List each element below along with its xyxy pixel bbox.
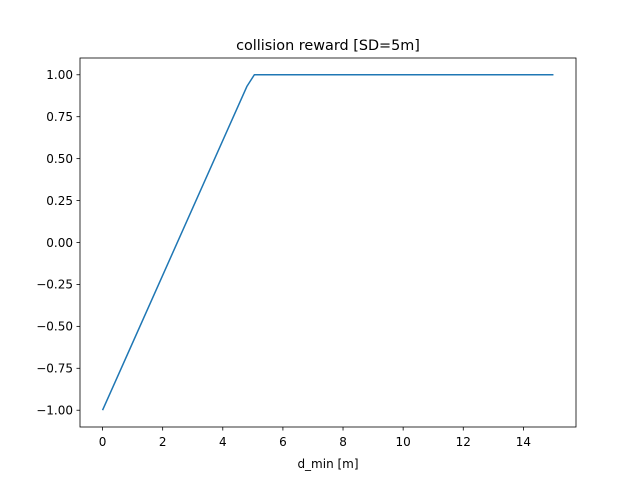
y-axis: −1.00 −0.75 −0.50 −0.25 0.00 0.25 0.50 0.75 1.00 (36, 68, 80, 418)
y-tick-label: −1.00 (36, 404, 73, 418)
y-tick-label: 0.50 (46, 152, 73, 166)
x-tick-label: 6 (279, 435, 287, 449)
x-tick-label: 2 (159, 435, 167, 449)
y-tick-label: 0.75 (46, 110, 73, 124)
x-axis: 0 2 4 6 8 10 12 14 (99, 427, 531, 449)
x-tick-label: 10 (396, 435, 411, 449)
y-tick-label: 0.00 (46, 236, 73, 250)
x-axis-label: d_min [m] (297, 457, 358, 471)
y-tick-label: −0.50 (36, 320, 73, 334)
chart-title: collision reward [SD=5m] (236, 38, 420, 54)
x-tick-label: 12 (456, 435, 471, 449)
series-line-0 (101, 74, 554, 411)
x-tick-label: 0 (99, 435, 107, 449)
axes-frame (79, 57, 577, 428)
x-tick-label: 8 (339, 435, 347, 449)
x-tick-label: 4 (219, 435, 227, 449)
y-tick-label: 0.25 (46, 194, 73, 208)
y-tick-label: −0.25 (36, 278, 73, 292)
y-tick-label: −0.75 (36, 362, 73, 376)
plot-area (101, 74, 554, 411)
x-tick-label: 14 (516, 435, 531, 449)
y-tick-label: 1.00 (46, 68, 73, 82)
